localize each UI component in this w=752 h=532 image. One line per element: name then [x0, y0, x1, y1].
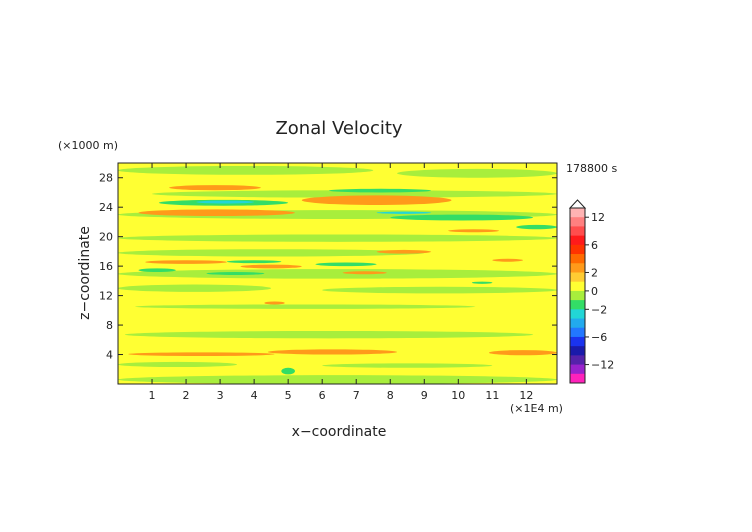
y-tick-label: 28 — [99, 172, 113, 185]
contour-region — [118, 361, 238, 368]
contour-region — [206, 272, 265, 275]
x-tick-label: 7 — [353, 389, 360, 402]
y-tick-label: 12 — [99, 290, 113, 303]
colorbar-band — [570, 318, 585, 329]
colorbar: 12 6 2 0 −2 −6 −12 — [568, 199, 614, 384]
x-axis-label: x−coordinate — [292, 424, 387, 440]
colorbar-band — [570, 217, 585, 227]
contour-region — [267, 349, 398, 355]
contour-region — [264, 301, 285, 305]
contour-region — [342, 271, 387, 275]
colorbar-extend-triangle — [568, 199, 587, 209]
contour-region — [488, 350, 557, 356]
contour-region — [118, 375, 557, 384]
colorbar-frame — [569, 207, 586, 384]
colorbar-tick-label: −6 — [591, 331, 607, 344]
contour-region — [448, 229, 500, 233]
contour-region — [240, 264, 302, 269]
contour-region — [196, 200, 255, 204]
x-tick-label: 9 — [421, 389, 428, 402]
colorbar-band — [570, 226, 585, 237]
y-tick-label: 20 — [99, 231, 113, 244]
y-tick-label: 4 — [106, 349, 113, 362]
contour-region — [322, 363, 493, 368]
colorbar-tick-label: 12 — [591, 211, 605, 224]
contour-region — [169, 185, 261, 191]
x-tick-label: 10 — [451, 389, 465, 402]
colorbar-band — [570, 281, 585, 292]
x-tick-label: 8 — [387, 389, 394, 402]
contour-plot-area — [118, 163, 557, 384]
contour-region — [516, 224, 557, 230]
contour-region — [315, 262, 377, 267]
colorbar-band — [570, 373, 585, 384]
colorbar-tick-label: 0 — [591, 285, 598, 298]
y-tick-label: 24 — [99, 201, 113, 214]
plot-frame — [117, 162, 558, 385]
contour-region — [390, 214, 534, 221]
colorbar-band — [570, 355, 585, 365]
contour-region — [118, 234, 557, 242]
colorbar-band — [570, 364, 585, 375]
x-tick-label: 12 — [519, 389, 533, 402]
contour-region — [226, 260, 282, 264]
contour-region — [135, 304, 476, 309]
x-tick-label: 3 — [217, 389, 224, 402]
contour-region — [128, 352, 275, 357]
x-tick-label: 4 — [251, 389, 258, 402]
contour-region — [118, 284, 272, 292]
x-tick-label: 5 — [285, 389, 292, 402]
colorbar-band — [570, 290, 585, 301]
colorbar-tick-label: −12 — [591, 359, 614, 372]
x-unit-label: (×1E4 m) — [510, 402, 563, 415]
x-tick-label: 6 — [319, 389, 326, 402]
chart-title: Zonal Velocity — [275, 118, 402, 139]
contour-region — [492, 258, 523, 262]
contour-region — [471, 281, 493, 284]
x-axis-ticks: 1 2 3 4 5 6 7 8 9 10 11 12 — [149, 163, 533, 402]
colorbar-tick-label: −2 — [591, 303, 607, 316]
y-tick-label: 16 — [99, 260, 113, 273]
colorbar-band — [570, 263, 585, 273]
y-unit-label: (×1000 m) — [58, 139, 118, 152]
colorbar-tick-label: 6 — [591, 239, 598, 252]
contour-region — [152, 190, 557, 198]
contour-region — [376, 211, 432, 214]
contour-region — [145, 260, 227, 264]
colorbar-tick-label: 2 — [591, 266, 598, 279]
contour-region — [301, 195, 452, 205]
colorbar-band — [570, 272, 585, 283]
time-label: 178800 s — [566, 162, 617, 175]
contour-region — [328, 188, 432, 193]
colorbar-band — [570, 254, 585, 264]
colorbar-band — [570, 208, 585, 218]
colorbar-band — [570, 327, 585, 338]
contour-region — [281, 367, 295, 375]
y-axis-ticks: 4 8 12 16 20 24 28 — [99, 172, 557, 362]
colorbar-band — [570, 309, 585, 319]
colorbar-band — [570, 300, 585, 310]
contour-region — [124, 330, 534, 339]
contour-region — [118, 165, 374, 175]
contour-region — [322, 286, 557, 294]
contour-region — [376, 249, 432, 254]
colorbar-band — [570, 336, 585, 347]
colorbar-band — [570, 346, 585, 356]
y-tick-label: 8 — [106, 319, 113, 332]
colorbar-band — [570, 235, 585, 246]
contour-region — [138, 268, 176, 273]
y-axis-label: z−coordinate — [77, 226, 93, 320]
contour-region — [397, 168, 557, 178]
contour-region — [118, 249, 425, 257]
x-tick-label: 2 — [183, 389, 190, 402]
x-tick-label: 1 — [149, 389, 156, 402]
contour-region — [118, 269, 557, 279]
colorbar-band — [570, 244, 585, 255]
contour-region — [138, 209, 295, 217]
x-tick-label: 11 — [485, 389, 499, 402]
